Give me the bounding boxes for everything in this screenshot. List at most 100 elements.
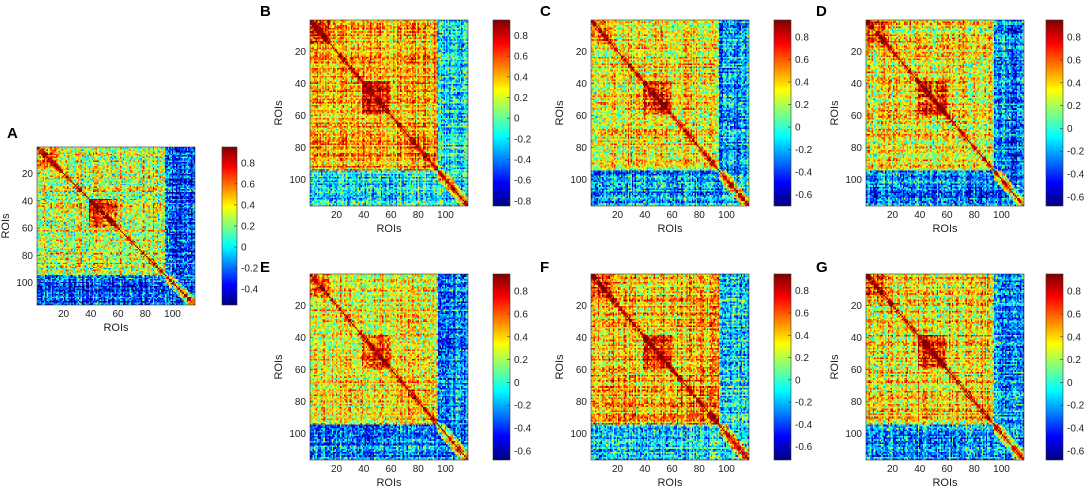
colorbar (774, 20, 791, 206)
x-tick-label: 60 (666, 464, 678, 475)
colorbar-tick-label: 0.6 (241, 179, 255, 190)
colorbar-tick-label: 0.4 (795, 78, 809, 89)
y-tick-label: 40 (295, 333, 307, 344)
x-tick-label: 100 (164, 309, 181, 320)
x-axis-label: ROIs (657, 477, 683, 489)
y-tick-label: 80 (851, 143, 863, 154)
x-tick-label: 40 (639, 210, 651, 221)
x-axis-label: ROIs (932, 223, 958, 235)
panel-letter: C (540, 3, 551, 20)
x-axis-label: ROIs (932, 477, 958, 489)
colorbar-tick-label: -0.2 (795, 398, 813, 409)
y-tick-label: 80 (576, 143, 588, 154)
colorbar-tick-label: 0.4 (241, 200, 255, 211)
panel-d: 20 40 60 80 100 20 40 60 80 100 ROIs ROIs D -0.6 -0.4 -… (816, 3, 1084, 235)
colorbar-tick-label: 0.8 (1067, 33, 1081, 44)
y-tick-label: 60 (851, 365, 863, 376)
panel-letter: B (260, 3, 271, 20)
y-tick-label: 60 (576, 111, 588, 122)
x-tick-label: 40 (358, 210, 370, 221)
heatmap-matrix (866, 274, 1024, 460)
colorbar-tick-label: 0.4 (795, 331, 809, 342)
y-tick-label: 40 (851, 333, 863, 344)
colorbar-tick-label: 0.6 (514, 52, 528, 63)
x-axis-label: ROIs (376, 477, 402, 489)
x-axis-label: ROIs (657, 223, 683, 235)
axes-frame (590, 273, 750, 461)
y-tick-label: 80 (295, 143, 307, 154)
x-tick-label: 20 (887, 464, 899, 475)
colorbar-tick-label: -0.4 (795, 168, 813, 179)
colorbar (774, 274, 791, 460)
colorbar-tick-label: 0.4 (1067, 332, 1081, 343)
colorbar-tick-label: 0.2 (1067, 355, 1081, 366)
y-tick-label: 40 (851, 79, 863, 90)
y-tick-label: 100 (845, 429, 862, 440)
y-axis-label: ROIs (829, 354, 841, 380)
y-tick-label: 60 (295, 365, 307, 376)
colorbar (493, 274, 510, 460)
colorbar-tick-label: -0.8 (514, 196, 532, 207)
y-tick-label: 20 (576, 301, 588, 312)
x-tick-label: 100 (718, 210, 735, 221)
y-tick-label: 40 (22, 196, 34, 207)
colorbar-tick-label: -0.2 (1067, 401, 1084, 412)
colorbar-frame (773, 273, 792, 461)
colorbar-tick-label: 0 (514, 378, 520, 389)
x-tick-label: 80 (694, 464, 706, 475)
x-tick-label: 80 (413, 210, 425, 221)
colorbar-tick-label: 0.8 (795, 286, 809, 297)
y-tick-label: 20 (851, 47, 863, 58)
colorbar-tick-label: 0.8 (514, 287, 528, 298)
panel-letter: G (816, 259, 828, 276)
x-tick-label: 60 (385, 464, 397, 475)
x-tick-label: 80 (969, 210, 981, 221)
colorbar-tick-label: 0 (795, 375, 801, 386)
colorbar-tick-label: 0.2 (514, 93, 528, 104)
colorbar-tick-label: 0.6 (1067, 309, 1081, 320)
panel-f: 20 40 60 80 100 20 40 60 80 100 ROIs ROIs F -0.6 -0.4 -… (540, 259, 813, 489)
x-tick-label: 40 (914, 210, 926, 221)
colorbar-tick-label: 0.6 (795, 308, 809, 319)
colorbar-tick-label: 0.4 (514, 72, 528, 83)
colorbar-tick-label: -0.4 (795, 420, 813, 431)
colorbar-tick-label: -0.4 (1067, 424, 1084, 435)
y-tick-label: 80 (851, 397, 863, 408)
axes-frame (865, 273, 1025, 461)
colorbar-tick-label: 0.4 (514, 332, 528, 343)
heatmap-matrix (310, 20, 468, 206)
panel-g: 20 40 60 80 100 20 40 60 80 100 ROIs ROIs G -0.6 -0.4 -… (816, 259, 1084, 489)
x-tick-label: 20 (331, 464, 343, 475)
heatmap-matrix (866, 20, 1024, 206)
x-tick-label: 20 (58, 309, 70, 320)
y-tick-label: 80 (295, 397, 307, 408)
x-tick-label: 20 (887, 210, 899, 221)
colorbar-tick-label: -0.2 (241, 264, 259, 275)
colorbar-tick-label: -0.6 (1067, 446, 1084, 457)
x-tick-label: 60 (112, 309, 124, 320)
y-axis-label: ROIs (554, 354, 566, 380)
axes-frame (590, 19, 750, 207)
colorbar-tick-label: 0.6 (1067, 55, 1081, 66)
colorbar-tick-label: 0 (795, 123, 801, 134)
y-tick-label: 60 (576, 365, 588, 376)
axes-frame (309, 273, 469, 461)
colorbar-frame (492, 19, 511, 207)
colorbar-tick-label: -0.2 (795, 145, 813, 156)
colorbar-tick-label: 0.2 (514, 355, 528, 366)
colorbar-tick-label: -0.4 (514, 424, 532, 435)
panel-letter: F (540, 259, 549, 276)
heatmap-matrix (37, 147, 195, 305)
colorbar-tick-label: -0.2 (514, 401, 532, 412)
colorbar-tick-label: 0.2 (241, 222, 255, 233)
heatmap-matrix (591, 20, 749, 206)
panel-letter: E (260, 259, 270, 276)
y-tick-label: 20 (295, 47, 307, 58)
colorbar-tick-label: 0.8 (514, 31, 528, 42)
y-tick-label: 20 (576, 47, 588, 58)
y-tick-label: 60 (22, 224, 34, 235)
x-tick-label: 60 (941, 210, 953, 221)
colorbar-tick-label: -0.4 (514, 155, 532, 166)
y-axis-label: ROIs (273, 354, 285, 380)
